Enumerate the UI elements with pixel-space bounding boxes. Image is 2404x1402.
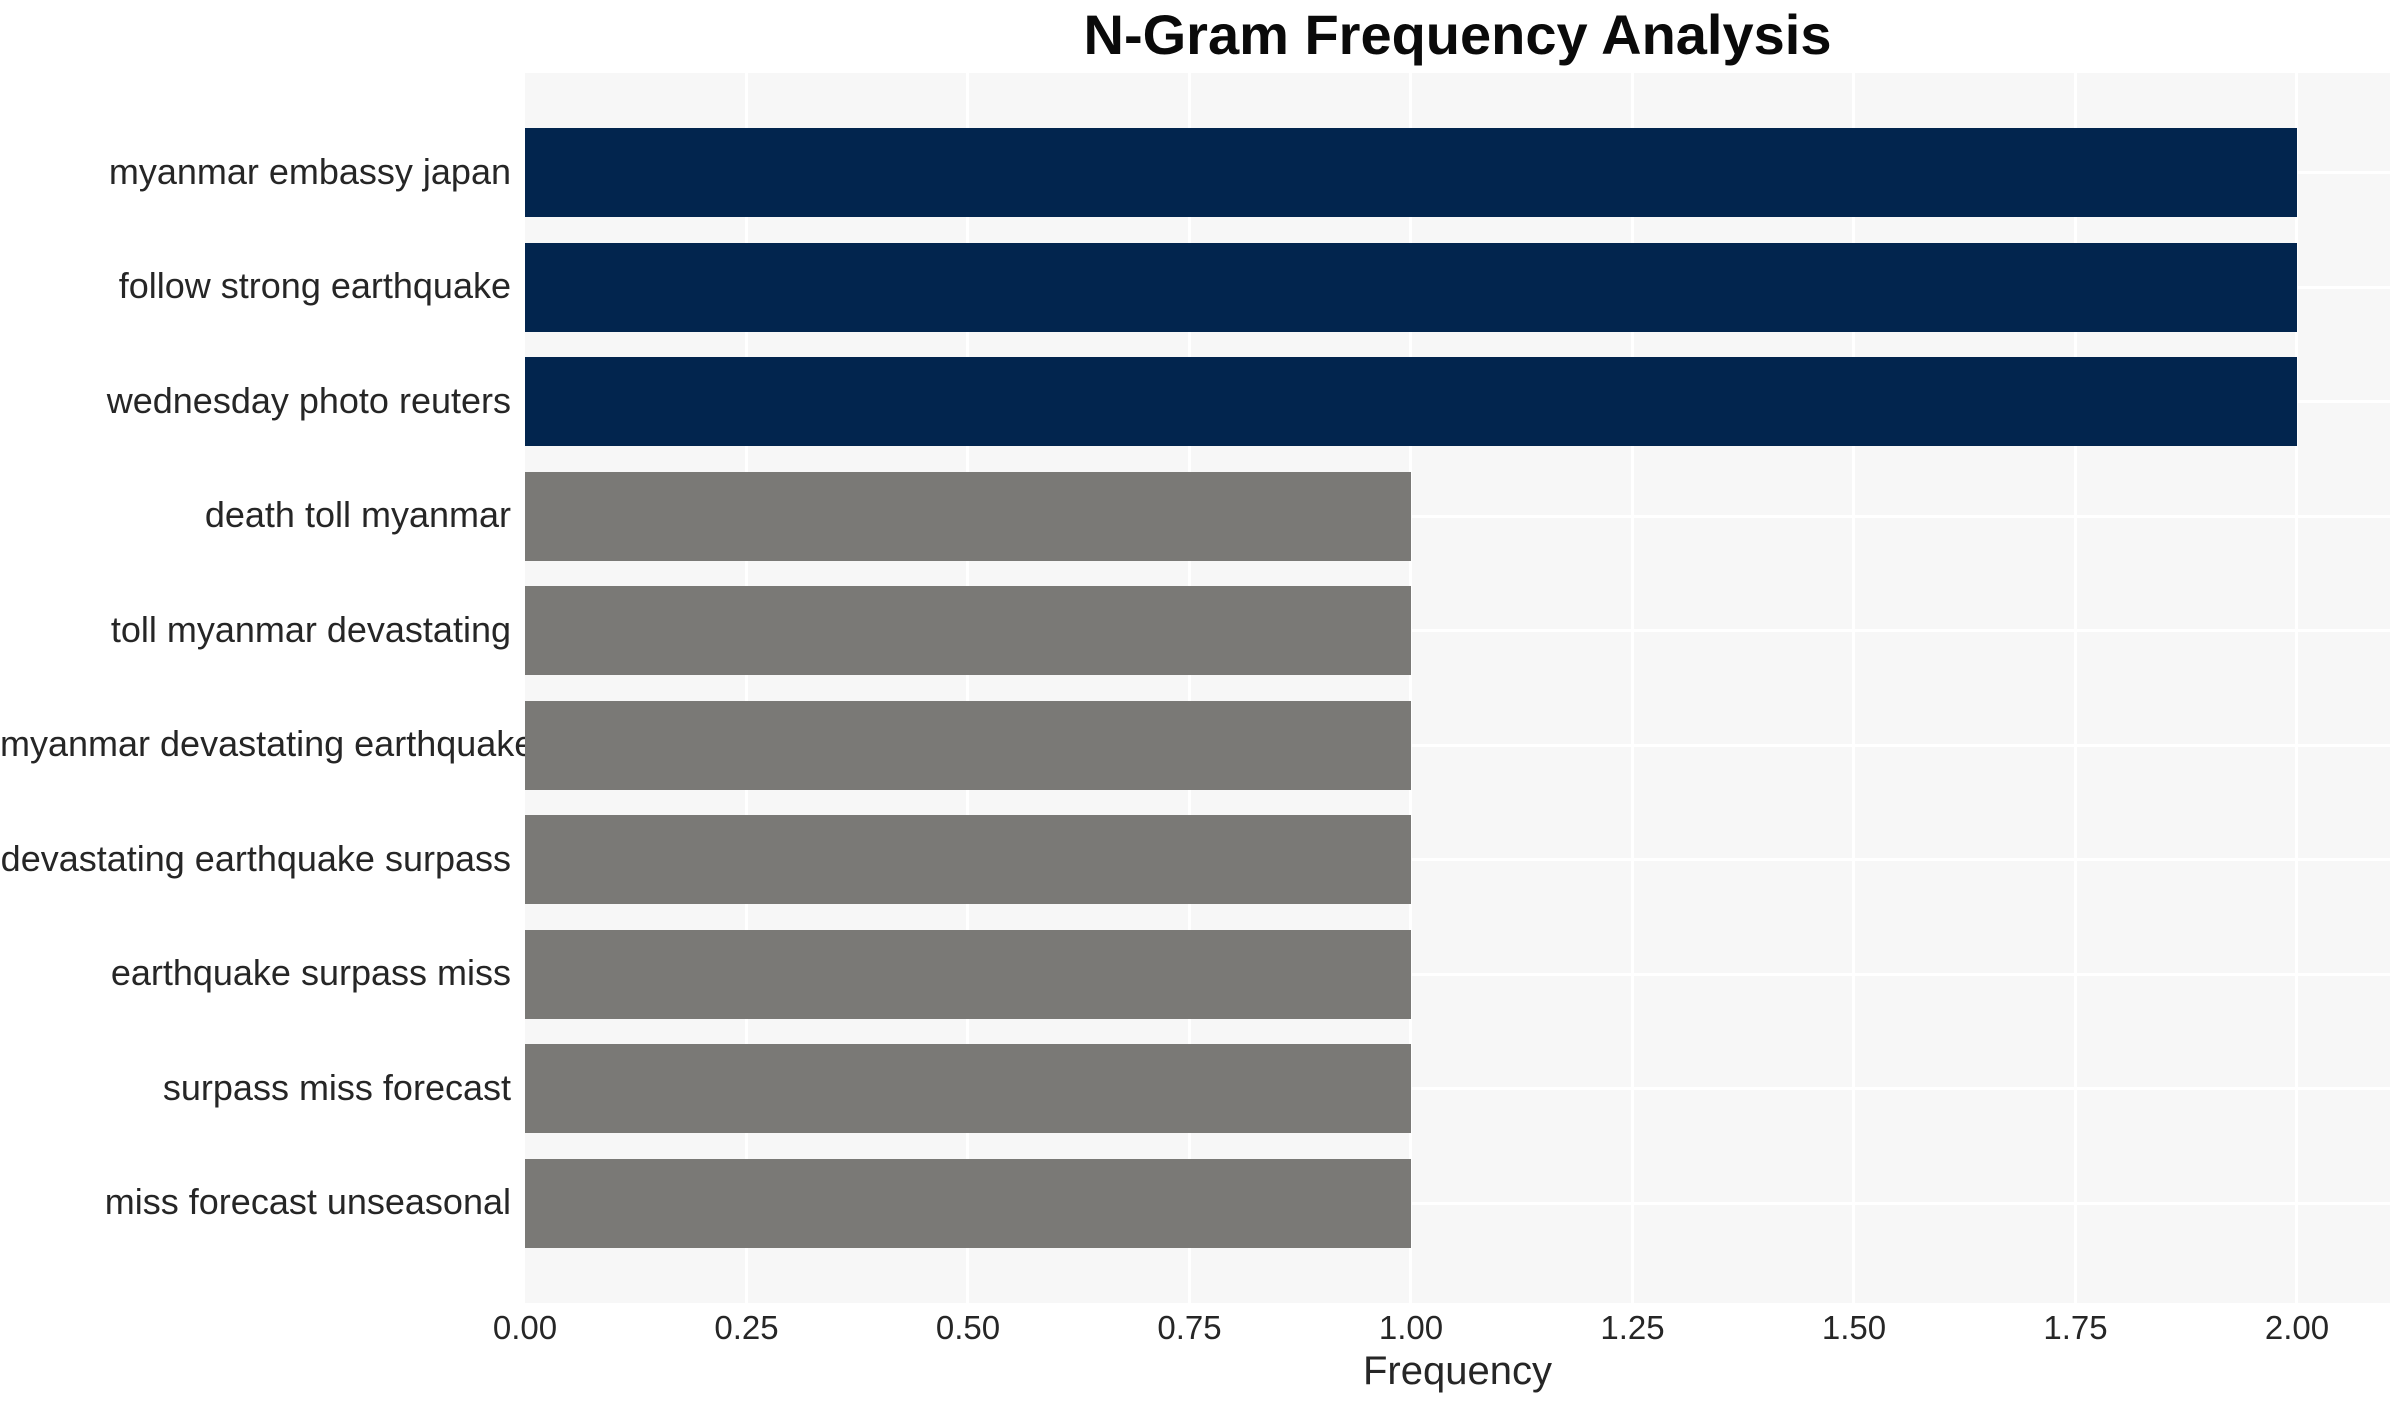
- bar-death-toll-myanmar: [525, 471, 1411, 561]
- x-tick-label: 0.75: [1157, 1309, 1222, 1346]
- bar-miss-forecast-unseasonal: [525, 1158, 1411, 1248]
- vertical-gridline: [1409, 73, 1413, 1303]
- category-label: toll myanmar devastating: [110, 608, 511, 650]
- horizontal-gridline: [525, 972, 2390, 976]
- horizontal-gridline: [525, 514, 2390, 518]
- horizontal-gridline: [525, 858, 2390, 861]
- x-axis-label: Frequency: [1363, 1349, 1552, 1393]
- category-label: miss forecast unseasonal: [104, 1181, 511, 1222]
- x-tick-label: 1.00: [1378, 1309, 1444, 1346]
- category-label: devastating earthquake surpass: [0, 837, 511, 879]
- plot-area: [525, 73, 2390, 1303]
- chart-title: N-Gram Frequency Analysis: [1083, 3, 1832, 66]
- category-axis-labels: myanmar embassy japan follow strong earth…: [0, 0, 535, 1402]
- horizontal-gridline: [525, 1087, 2390, 1090]
- horizontal-gridline: [525, 1201, 2390, 1205]
- horizontal-gridline: [525, 743, 2390, 747]
- category-label: death toll myanmar: [204, 494, 511, 535]
- x-tick-label: 2.00: [2264, 1309, 2330, 1346]
- category-label: myanmar devastating earthquake: [0, 723, 535, 764]
- bar-myanmar-embassy-japan: [525, 128, 2297, 217]
- bar-earthquake-surpass-miss: [525, 929, 1411, 1019]
- vertical-gridline: [1630, 73, 1634, 1303]
- horizontal-gridline: [525, 629, 2390, 632]
- bar-myanmar-devastating-earthquake: [525, 700, 1411, 790]
- bar-wednesday-photo-reuters: [525, 357, 2297, 446]
- vertical-gridline: [1187, 73, 1191, 1303]
- category-label: surpass miss forecast: [162, 1066, 511, 1108]
- vertical-gridline: [2073, 73, 2077, 1303]
- vertical-gridline: [744, 73, 748, 1303]
- bar-follow-strong-earthquake: [525, 242, 2297, 332]
- bar-devastating-earthquake-surpass: [525, 815, 1411, 904]
- vertical-gridline: [2295, 73, 2299, 1303]
- vertical-gridline: [1852, 73, 1856, 1303]
- bar-surpass-miss-forecast: [525, 1044, 1411, 1133]
- x-tick-label: 1.50: [1821, 1309, 1887, 1346]
- category-label: myanmar embassy japan: [108, 150, 511, 192]
- bar-toll-myanmar-devastating: [525, 586, 1411, 675]
- category-label: earthquake surpass miss: [110, 952, 511, 993]
- category-label: wednesday photo reuters: [106, 379, 511, 421]
- x-tick-label: 1.25: [1600, 1309, 1665, 1346]
- x-tick-label: 0.25: [714, 1309, 779, 1346]
- vertical-gridline: [966, 73, 970, 1303]
- category-label: follow strong earthquake: [118, 265, 511, 306]
- x-tick-label: 0.50: [935, 1309, 1001, 1346]
- x-tick-label: 1.75: [2043, 1309, 2108, 1346]
